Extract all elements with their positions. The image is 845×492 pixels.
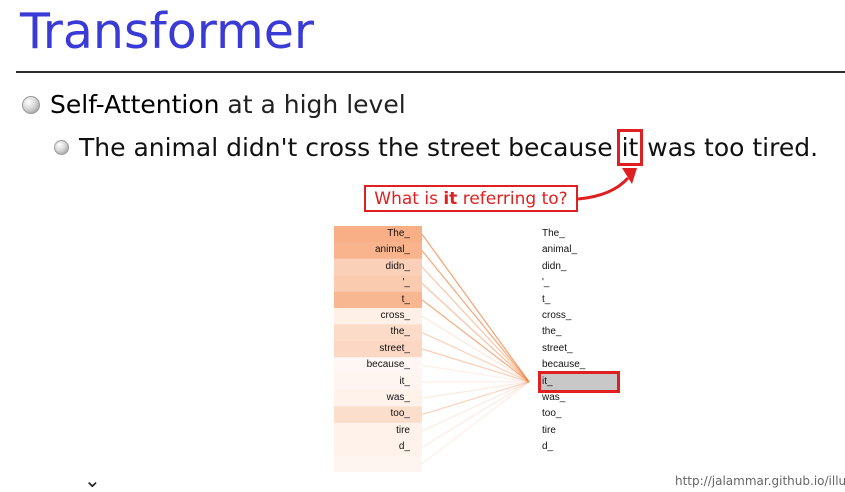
slide-title: Transformer: [20, 3, 315, 60]
bullet-level-1: Self-Attention at a high level: [22, 90, 406, 119]
target-token[interactable]: tire: [542, 424, 556, 436]
bullet-icon: [54, 140, 69, 155]
source-token[interactable]: too_: [390, 408, 410, 420]
attention-line: [421, 381, 530, 416]
target-token[interactable]: d_: [542, 441, 554, 453]
target-token-column: The_ animal_ didn_ '_ t_ cross_ the_ street_bec…: [538, 226, 621, 455]
callout-text-end: referring to?: [457, 188, 568, 209]
source-token[interactable]: t_: [401, 293, 410, 305]
target-token[interactable]: The_: [542, 228, 565, 239]
target-token[interactable]: street_: [542, 342, 573, 354]
bullet-icon: [22, 95, 40, 114]
callout-arrow-head: [622, 168, 637, 184]
target-token[interactable]: didn_: [542, 260, 567, 272]
target-token[interactable]: '_: [542, 277, 550, 289]
attention-weight-cell: [334, 455, 422, 472]
attention-line: [421, 315, 530, 383]
attention-line: [421, 266, 530, 383]
target-token[interactable]: too_: [542, 408, 562, 420]
source-token[interactable]: d_: [398, 441, 410, 453]
attention-line: [421, 364, 530, 383]
source-token-column: The_ animal_ didn_ '_ t_ cross_ the_ street_bec…: [334, 226, 422, 455]
target-token[interactable]: the_: [542, 326, 562, 338]
example-sentence-start: The animal didn't cross the street becau…: [79, 133, 621, 162]
source-url[interactable]: http://jalammar.github.io/illustr: [675, 474, 845, 488]
attention-line: [421, 250, 530, 383]
attention-lines: [421, 233, 530, 465]
callout-bold-word: it: [443, 188, 458, 209]
callout-text-start: What is: [374, 188, 444, 209]
attention-line: [421, 381, 530, 399]
source-token[interactable]: cross_: [380, 309, 410, 321]
source-token[interactable]: animal_: [374, 244, 410, 256]
attention-line: [421, 332, 530, 383]
attention-line: [421, 233, 530, 383]
callout-arrow: [577, 176, 630, 201]
target-token[interactable]: t_: [542, 293, 551, 305]
source-token[interactable]: because_: [366, 359, 410, 371]
bullet-term: Self-Attention: [50, 90, 220, 119]
source-token[interactable]: didn_: [385, 260, 410, 272]
source-token[interactable]: The_: [387, 228, 410, 239]
highlighted-word-it: it: [616, 129, 644, 166]
source-token[interactable]: the_: [390, 326, 410, 338]
source-token[interactable]: street_: [379, 342, 410, 354]
example-sentence-end: was too tired.: [639, 133, 819, 162]
bullet-text: at a high level: [219, 90, 406, 119]
attention-line: [421, 381, 530, 432]
chevron-down-icon[interactable]: ⌄: [84, 468, 101, 492]
target-token[interactable]: was_: [542, 391, 566, 403]
callout-box: What is it referring to?: [364, 185, 578, 212]
target-token[interactable]: cross_: [542, 309, 572, 321]
attention-line: [421, 381, 530, 465]
attention-line: [421, 381, 530, 448]
attention-line: [421, 299, 530, 383]
attention-line: [421, 348, 530, 383]
attention-line: [421, 282, 530, 383]
source-token[interactable]: tire: [396, 424, 410, 436]
selected-target-token[interactable]: it_: [538, 370, 620, 393]
source-token[interactable]: it_: [399, 375, 410, 387]
bullet-level-2: The animal didn't cross the street becau…: [54, 129, 819, 166]
source-token[interactable]: '_: [402, 277, 410, 289]
target-token[interactable]: animal_: [542, 244, 578, 256]
title-divider: [16, 71, 845, 73]
target-token[interactable]: because_: [542, 359, 586, 371]
source-token[interactable]: was_: [386, 391, 410, 403]
